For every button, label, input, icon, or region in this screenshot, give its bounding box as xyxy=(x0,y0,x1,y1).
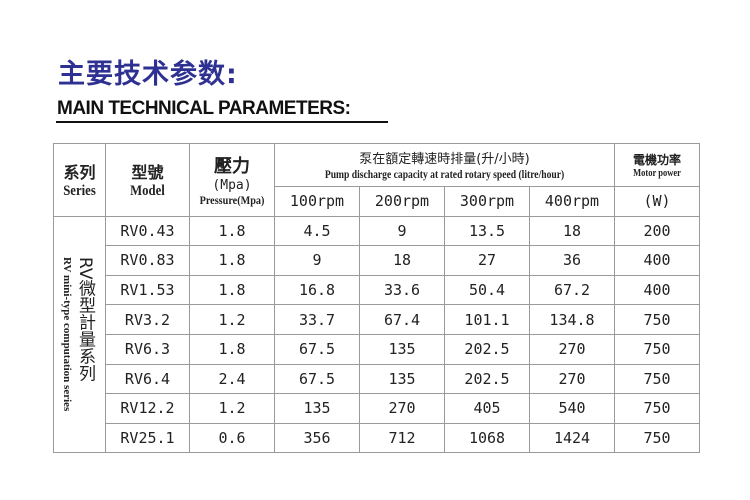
cell-model: RV6.4 xyxy=(105,363,190,395)
parameters-table: 系列 Series 型號 Model 壓力 (Mpa) Pressure(Mpa) 泵在… xyxy=(53,143,700,454)
table-row: RV0.83 1.8 9 18 27 36 400 xyxy=(54,245,700,276)
cell-pressure: 1.8 xyxy=(189,215,275,247)
title-underline xyxy=(56,121,388,123)
series-name-en: RV mini-type computation series xyxy=(61,257,73,412)
cell-rpm200: 270 xyxy=(359,393,445,424)
cell-power: 400 xyxy=(614,245,700,276)
cell-rpm100: 67.5 xyxy=(274,363,360,395)
cell-pressure: 1.2 xyxy=(189,304,275,335)
series-cell: RV微型計量系列 RV mini-type computation series xyxy=(53,215,106,454)
cell-power: 750 xyxy=(614,304,700,335)
cell-pressure: 0.6 xyxy=(189,422,275,454)
table-row: RV25.1 0.6 356 712 1068 1424 750 xyxy=(54,422,700,454)
cell-rpm200: 67.4 xyxy=(359,304,445,335)
cell-rpm100: 9 xyxy=(274,245,360,276)
cell-rpm200: 9 xyxy=(359,215,445,247)
cell-rpm200: 135 xyxy=(359,333,445,365)
cell-rpm400: 540 xyxy=(529,393,615,424)
cell-rpm400: 67.2 xyxy=(529,274,615,306)
cell-rpm400: 134.8 xyxy=(529,304,615,335)
cell-power: 200 xyxy=(614,215,700,247)
table-row: RV6.4 2.4 67.5 135 202.5 270 750 xyxy=(54,363,700,395)
cell-pressure: 1.8 xyxy=(189,274,275,306)
table-row: RV3.2 1.2 33.7 67.4 101.1 134.8 750 xyxy=(54,304,700,335)
header-power: 電機功率 Motor power xyxy=(614,143,700,187)
cell-pressure: 1.8 xyxy=(189,245,275,276)
cell-rpm400: 270 xyxy=(529,363,615,395)
table-row: RV微型計量系列 RV mini-type computation series R… xyxy=(53,215,700,454)
cell-rpm400: 1424 xyxy=(529,422,615,454)
cell-model: RV12.2 xyxy=(105,393,190,424)
cell-rpm400: 36 xyxy=(529,245,615,276)
cell-model: RV0.43 xyxy=(105,215,190,247)
cell-rpm300: 202.5 xyxy=(444,333,530,365)
cell-rpm200: 135 xyxy=(359,363,445,395)
header-power-unit: (W) xyxy=(614,186,700,217)
cell-rpm100: 135 xyxy=(274,393,360,424)
cell-power: 750 xyxy=(614,393,700,424)
cell-rpm300: 202.5 xyxy=(444,363,530,395)
cell-pressure: 1.8 xyxy=(189,333,275,365)
cell-pressure: 1.2 xyxy=(189,393,275,424)
series-name-cn: RV微型計量系列 xyxy=(75,257,95,382)
cell-model: RV1.53 xyxy=(105,274,190,306)
cell-power: 750 xyxy=(614,422,700,454)
cell-rpm400: 270 xyxy=(529,333,615,365)
header-rpm-200: 200rpm xyxy=(359,186,445,217)
page-title-english: MAIN TECHNICAL PARAMETERS: xyxy=(57,98,351,119)
cell-rpm100: 67.5 xyxy=(274,333,360,365)
cell-rpm300: 101.1 xyxy=(444,304,530,335)
page-title-chinese: 主要技术参数: xyxy=(58,59,238,90)
table-row: RV1.53 1.8 16.8 33.6 50.4 67.2 400 xyxy=(54,274,700,306)
cell-power: 750 xyxy=(614,333,700,365)
table-row: RV6.3 1.8 67.5 135 202.5 270 750 xyxy=(54,333,700,365)
cell-rpm100: 16.8 xyxy=(274,274,360,306)
cell-rpm200: 33.6 xyxy=(359,274,445,306)
cell-rpm100: 33.7 xyxy=(274,304,360,335)
cell-pressure: 2.4 xyxy=(189,363,275,395)
cell-model: RV6.3 xyxy=(105,333,190,365)
table-row: RV12.2 1.2 135 270 405 540 750 xyxy=(54,393,700,424)
cell-model: RV25.1 xyxy=(105,422,190,454)
cell-rpm300: 13.5 xyxy=(444,215,530,247)
header-model: 型號 Model xyxy=(105,143,190,217)
header-rpm-400: 400rpm xyxy=(529,186,615,217)
header-series: 系列 Series xyxy=(53,143,106,217)
cell-model: RV0.83 xyxy=(105,245,190,276)
cell-power: 750 xyxy=(614,363,700,395)
cell-rpm100: 356 xyxy=(274,422,360,454)
cell-rpm200: 18 xyxy=(359,245,445,276)
cell-rpm300: 405 xyxy=(444,393,530,424)
header-rpm-300: 300rpm xyxy=(444,186,530,217)
cell-rpm400: 18 xyxy=(529,215,615,247)
header-capacity: 泵在額定轉速時排量(升/小時) Pump discharge capacity a… xyxy=(274,143,615,187)
header-pressure: 壓力 (Mpa) Pressure(Mpa) xyxy=(189,143,275,217)
cell-rpm300: 27 xyxy=(444,245,530,276)
cell-rpm200: 712 xyxy=(359,422,445,454)
cell-rpm300: 1068 xyxy=(444,422,530,454)
cell-rpm100: 4.5 xyxy=(274,215,360,247)
cell-rpm300: 50.4 xyxy=(444,274,530,306)
header-rpm-100: 100rpm xyxy=(274,186,360,217)
cell-power: 400 xyxy=(614,274,700,306)
cell-model: RV3.2 xyxy=(105,304,190,335)
